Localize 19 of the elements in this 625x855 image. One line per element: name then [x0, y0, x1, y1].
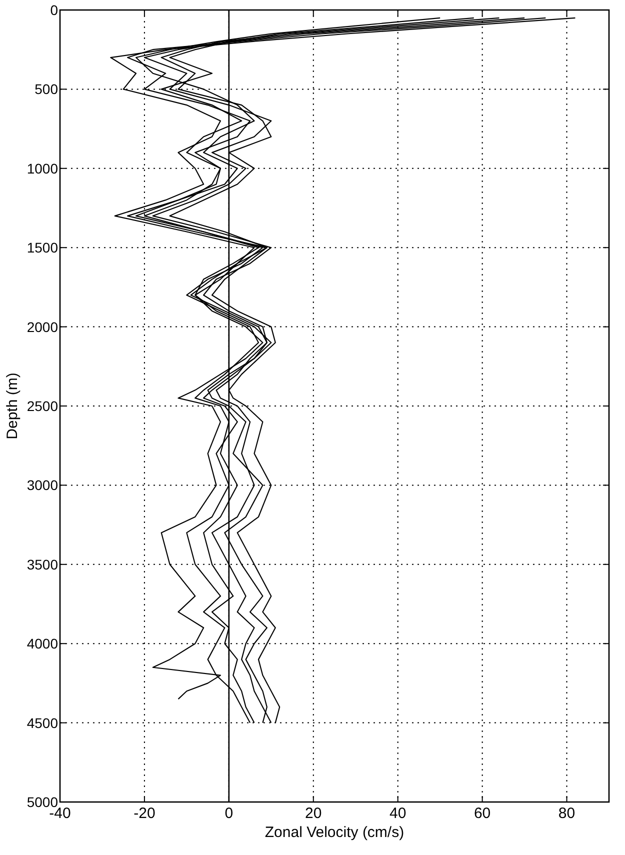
y-tick-label: 4500: [26, 714, 58, 731]
x-tick-label: 0: [224, 805, 234, 822]
x-tick-label: 40: [390, 805, 406, 822]
y-tick-label: 3000: [26, 477, 58, 494]
x-tick-label: -20: [134, 805, 156, 822]
y-tick-label: 4000: [26, 636, 58, 652]
x-axis-title: Zonal Velocity (cm/s): [264, 824, 404, 841]
y-tick-label: 0: [50, 2, 58, 18]
y-tick-label: 2000: [26, 318, 58, 335]
y-tick-label: 2500: [26, 398, 58, 414]
y-tick-label: 500: [34, 81, 58, 98]
y-tick-label: 1000: [26, 160, 58, 176]
x-tick-label: 20: [305, 805, 322, 822]
y-tick-label: 5000: [26, 794, 58, 810]
x-tick-label: 80: [558, 805, 576, 822]
y-axis-title: Depth (m): [4, 372, 21, 440]
x-tick-label: 60: [474, 805, 491, 822]
y-tick-label: 1500: [26, 240, 58, 256]
y-tick-label: 3500: [26, 556, 58, 572]
